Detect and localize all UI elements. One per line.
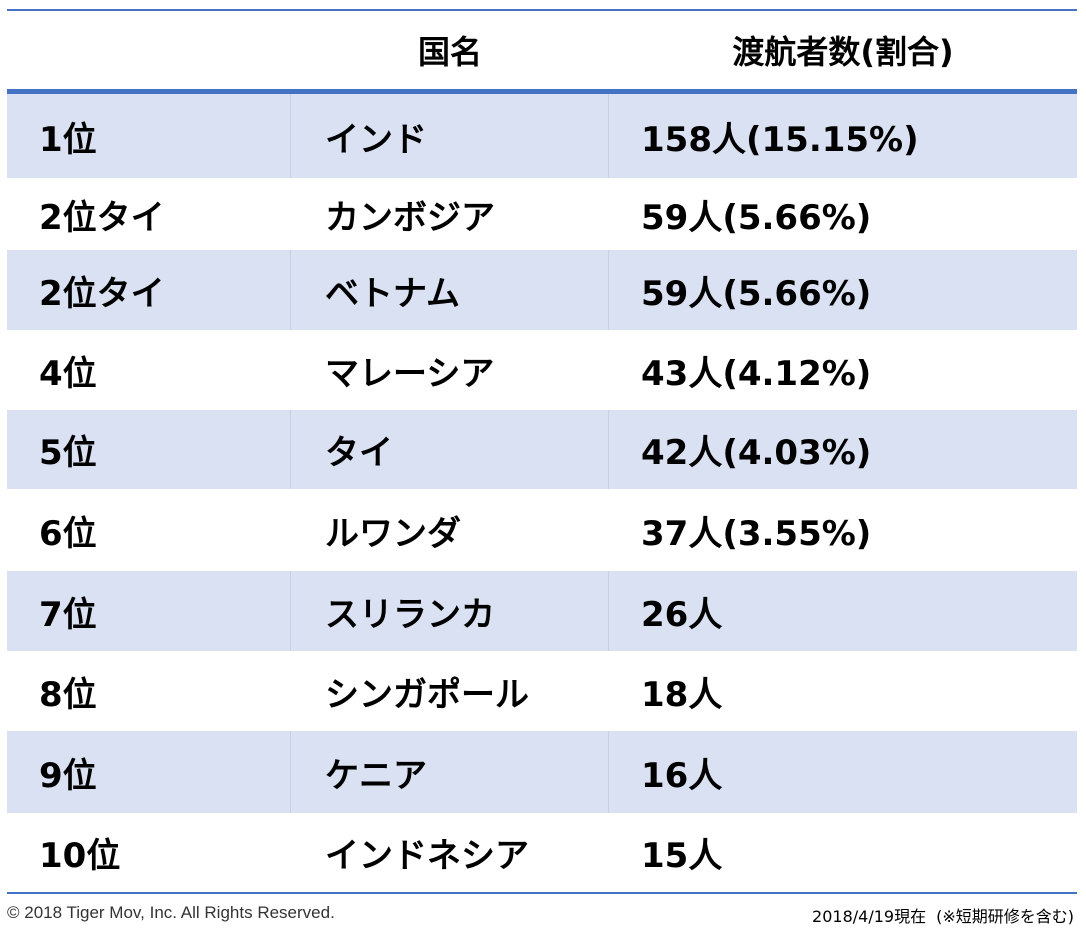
travelers-cell: 42人(4.03%): [641, 433, 872, 473]
rank-cell: 9位: [7, 731, 291, 813]
travelers-cell: 15人: [641, 836, 723, 876]
country-cell: ルワンダ: [325, 513, 461, 554]
country-cell: タイ: [291, 410, 609, 489]
country-cell: ケニア: [291, 731, 609, 813]
country-cell: スリランカ: [291, 571, 609, 651]
travelers-cell: 16人: [641, 755, 723, 796]
table-row: 6位 ルワンダ 37人(3.55%): [7, 489, 1077, 571]
rank-cell: 1位: [7, 94, 291, 178]
table-row: 1位 インド 158人(15.15%): [7, 94, 1077, 178]
rank-cell: 2位タイ: [39, 197, 165, 238]
travelers-cell: 37人(3.55%): [641, 513, 872, 554]
travelers-cell: 59人(5.66%): [641, 197, 872, 238]
rank-cell: 6位: [39, 513, 97, 554]
header-travelers: 渡航者数(割合): [732, 33, 954, 71]
country-cell: カンボジア: [325, 197, 495, 238]
country-cell: インドネシア: [325, 836, 529, 876]
footer-note: 2018/4/19現在 (※短期研修を含む): [802, 903, 1074, 927]
top-rule: [7, 9, 1077, 11]
rank-cell: 7位: [7, 571, 291, 651]
rank-cell: 10位: [39, 836, 121, 876]
table-row: 7位 スリランカ 26人: [7, 571, 1077, 651]
table-row: 2位タイ ベトナム 59人(5.66%): [7, 250, 1077, 330]
copyright-text: © 2018 Tiger Mov, Inc. All Rights Reserv…: [7, 903, 335, 922]
table-header: 国名 渡航者数(割合): [7, 11, 1077, 89]
rank-cell: 5位: [7, 410, 291, 489]
table-row: 9位 ケニア 16人: [7, 731, 1077, 813]
country-cell: インド: [291, 94, 609, 178]
bottom-rule: [7, 892, 1077, 894]
as-of-date: 2018/4/19現在: [812, 907, 927, 926]
table-row: 8位 シンガポール 18人: [7, 651, 1077, 731]
travelers-cell: 18人: [641, 674, 723, 715]
inclusion-note: (※短期研修を含む): [936, 907, 1074, 926]
country-cell: マレーシア: [325, 353, 495, 394]
table-row: 10位 インドネシア 15人: [7, 813, 1077, 892]
travelers-cell: 158人(15.15%): [641, 119, 919, 160]
travelers-cell: 43人(4.12%): [641, 353, 872, 394]
ranking-table: 1位 インド 158人(15.15%) 2位タイ カンボジア 59人(5.66%…: [7, 94, 1077, 892]
rank-cell: 4位: [39, 353, 97, 394]
country-cell: シンガポール: [325, 674, 529, 715]
table-row: 2位タイ カンボジア 59人(5.66%): [7, 178, 1077, 250]
header-country: 国名: [417, 33, 482, 71]
header-rule: [7, 89, 1077, 94]
table-row: 4位 マレーシア 43人(4.12%): [7, 330, 1077, 410]
table-row: 5位 タイ 42人(4.03%): [7, 410, 1077, 489]
travelers-cell: 59人(5.66%): [641, 273, 872, 314]
rank-cell: 8位: [39, 674, 97, 715]
rank-cell: 2位タイ: [7, 250, 291, 330]
travelers-cell: 26人: [641, 594, 723, 635]
country-cell: ベトナム: [291, 250, 609, 330]
